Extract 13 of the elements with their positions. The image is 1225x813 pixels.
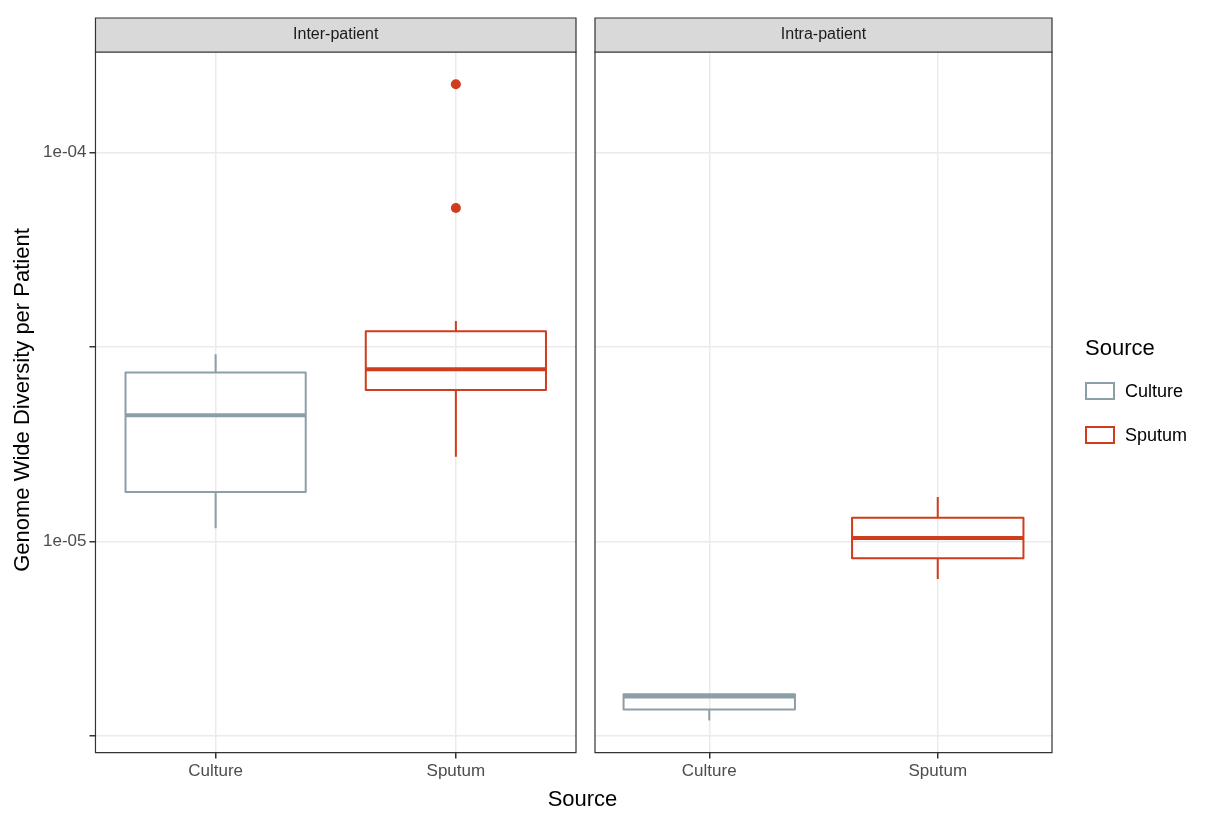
legend-label: Sputum: [1125, 424, 1188, 446]
chart-title: Inter-patient: [293, 25, 379, 43]
y-axis-title: Genome Wide Diversity per Patient: [9, 228, 35, 572]
x-tick-label: Culture: [681, 761, 737, 781]
chart-title: Intra-patient: [780, 25, 867, 43]
y-tick-label: 1e-05: [43, 530, 87, 550]
x-tick-label: Sputum: [426, 761, 486, 781]
y-tick-label: 1e-04: [43, 142, 87, 162]
legend-title: Source: [1085, 335, 1156, 361]
x-tick-label: Culture: [188, 761, 244, 781]
x-axis-title: Source: [546, 786, 619, 812]
legend-label: Culture: [1125, 380, 1184, 402]
x-tick-label: Sputum: [908, 761, 968, 781]
